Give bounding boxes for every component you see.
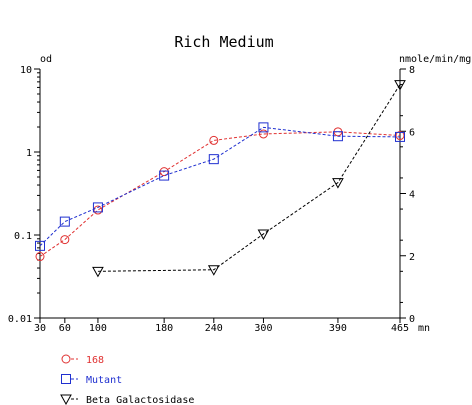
legend-label: Mutant bbox=[86, 375, 122, 386]
series-2 bbox=[92, 80, 406, 278]
data-point bbox=[208, 154, 219, 165]
data-point bbox=[395, 131, 405, 142]
plot-area bbox=[35, 80, 406, 278]
y-left-tick-label: 0.01 bbox=[8, 314, 32, 325]
x-axis-unit: mn bbox=[418, 323, 430, 334]
chart-title: Rich Medium bbox=[174, 33, 273, 51]
y-right-axis-label: nmole/min/mg bbox=[399, 54, 471, 65]
x-tick-label: 180 bbox=[155, 323, 173, 334]
legend-marker bbox=[61, 354, 71, 364]
x-tick-label: 240 bbox=[205, 323, 223, 334]
y-left-axis-label: od bbox=[40, 54, 52, 65]
legend-entry: Beta Galactosidase bbox=[60, 394, 194, 405]
series-line bbox=[97, 84, 401, 272]
series-line bbox=[39, 131, 401, 257]
y-right-tick-label: 0 bbox=[409, 314, 415, 325]
data-point bbox=[92, 202, 103, 213]
data-point bbox=[35, 240, 45, 251]
legend-marker bbox=[61, 374, 71, 384]
y-left-tick-label: 0.1 bbox=[14, 231, 32, 242]
series-1 bbox=[35, 122, 405, 251]
data-point bbox=[60, 235, 70, 245]
legend-entry: 168 bbox=[61, 354, 104, 366]
y-left-tick-label: 10 bbox=[20, 65, 32, 76]
data-point bbox=[257, 229, 270, 240]
series-0 bbox=[35, 127, 405, 262]
data-point bbox=[332, 178, 344, 189]
legend-marker bbox=[60, 394, 72, 405]
data-point bbox=[207, 265, 220, 276]
y-right-tick-label: 8 bbox=[409, 65, 415, 76]
x-tick-label: 465 bbox=[391, 323, 409, 334]
data-point bbox=[258, 122, 269, 133]
series-line bbox=[39, 126, 401, 247]
data-point bbox=[209, 135, 219, 145]
legend-label: 168 bbox=[86, 355, 104, 366]
y-right-tick-label: 2 bbox=[409, 252, 415, 263]
legend: 168 Mutant Beta Galactosidase bbox=[60, 354, 194, 405]
data-point bbox=[92, 266, 104, 278]
data-point bbox=[394, 80, 406, 91]
data-point bbox=[159, 170, 170, 181]
x-tick-label: 300 bbox=[254, 323, 272, 334]
x-tick-label: 30 bbox=[34, 323, 46, 334]
legend-entry: Mutant bbox=[61, 374, 122, 386]
y-right-tick-label: 4 bbox=[409, 190, 415, 201]
y-left-tick-label: 1 bbox=[26, 148, 32, 159]
data-point bbox=[258, 129, 268, 139]
y-right-tick-label: 6 bbox=[409, 127, 415, 138]
x-tick-label: 390 bbox=[329, 323, 347, 334]
data-point bbox=[35, 252, 45, 262]
x-tick-label: 60 bbox=[59, 323, 71, 334]
data-point bbox=[59, 216, 70, 227]
data-point bbox=[332, 131, 343, 142]
x-tick-label: 100 bbox=[89, 323, 107, 334]
legend-label: Beta Galactosidase bbox=[86, 395, 194, 405]
